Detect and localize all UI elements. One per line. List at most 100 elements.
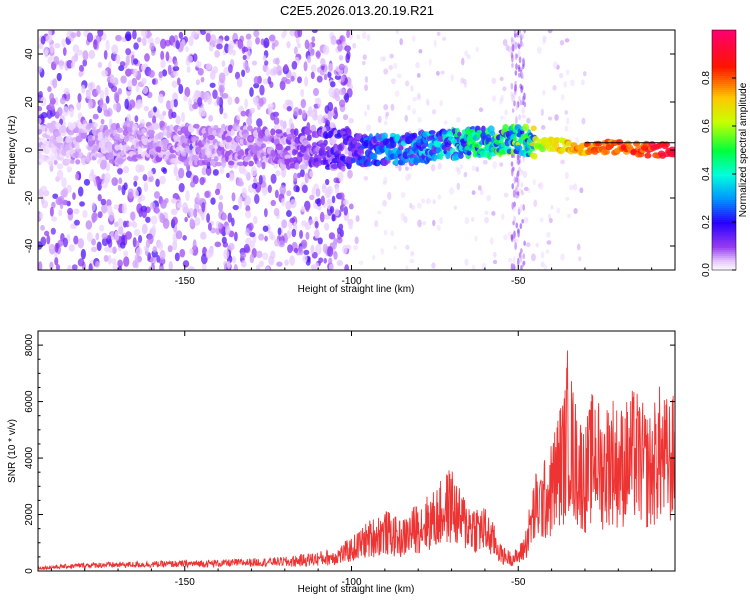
noise-blob xyxy=(382,180,387,185)
noise-blob xyxy=(117,88,123,95)
noise-blob xyxy=(236,114,241,121)
noise-blob xyxy=(573,207,578,215)
colorbar-tick-label: 0.4 xyxy=(701,167,712,181)
noise-blob xyxy=(411,35,416,42)
colorbar-step xyxy=(712,108,736,111)
noise-blob xyxy=(158,71,164,79)
ridge-blob xyxy=(48,160,54,166)
noise-blob xyxy=(331,195,336,204)
noise-blob xyxy=(284,259,289,266)
noise-blob xyxy=(178,83,184,95)
noise-blob xyxy=(246,39,253,50)
noise-blob xyxy=(526,117,531,124)
noise-blob xyxy=(437,162,442,170)
colorbar-step xyxy=(712,62,736,65)
noise-blob xyxy=(339,229,344,238)
noise-blob xyxy=(141,37,147,47)
noise-blob xyxy=(40,96,47,106)
noise-blob xyxy=(282,103,288,110)
noise-blob xyxy=(279,80,286,91)
noise-blob xyxy=(477,185,482,191)
noise-blob xyxy=(390,103,395,112)
noise-blob xyxy=(307,55,312,64)
noise-blob xyxy=(325,119,331,127)
interference-blob xyxy=(513,215,516,224)
colorbar-step xyxy=(712,180,736,183)
noise-blobs xyxy=(38,30,587,270)
ridge-blob xyxy=(248,160,254,167)
colorbar-frame xyxy=(711,29,737,271)
colorbar-step xyxy=(712,152,736,155)
ridge-blob xyxy=(270,149,276,157)
y-tick-label: 40 xyxy=(24,48,35,60)
noise-blob xyxy=(327,246,334,257)
noise-blob xyxy=(85,90,92,100)
noise-blob xyxy=(565,69,570,76)
noise-blob xyxy=(309,194,315,201)
colorbar-step xyxy=(712,262,736,265)
noise-blob xyxy=(188,35,194,47)
noise-blob xyxy=(521,107,526,115)
noise-blob xyxy=(141,223,148,235)
ridge-blob xyxy=(560,146,568,153)
interference-blob xyxy=(515,222,519,229)
y-tick-label: 0 xyxy=(24,568,35,574)
noise-blob xyxy=(380,248,385,255)
noise-blob xyxy=(293,107,300,117)
noise-blob xyxy=(279,185,287,195)
noise-blob xyxy=(486,194,491,202)
ridge-blob xyxy=(275,129,283,134)
noise-blob xyxy=(178,31,184,39)
noise-blob xyxy=(258,98,264,107)
noise-blob xyxy=(223,112,228,119)
noise-blob xyxy=(48,102,55,111)
interference-blob xyxy=(521,73,525,80)
noise-blob xyxy=(309,219,314,225)
noise-blob xyxy=(283,63,289,72)
noise-blob xyxy=(135,247,143,256)
noise-blob xyxy=(248,112,253,119)
ridge-blob xyxy=(228,160,235,166)
noise-blob xyxy=(103,246,111,253)
noise-blob xyxy=(314,229,320,239)
y-tick-label: 6000 xyxy=(24,390,35,413)
noise-blob xyxy=(49,261,54,270)
noise-blob xyxy=(552,85,557,91)
colorbar-step xyxy=(712,154,736,157)
noise-blob xyxy=(145,216,151,223)
noise-blob xyxy=(436,224,441,231)
snr-marks xyxy=(38,350,675,571)
interference-blob xyxy=(516,153,520,161)
interference-blob xyxy=(519,223,523,230)
noise-blob xyxy=(97,211,103,219)
interference-blob xyxy=(514,84,517,92)
noise-blob xyxy=(137,99,143,109)
colorbar-step xyxy=(712,222,736,225)
noise-blob xyxy=(204,190,210,198)
noise-blob xyxy=(162,110,167,116)
noise-blob xyxy=(151,224,157,236)
noise-blob xyxy=(123,182,128,191)
noise-blob xyxy=(383,176,388,184)
colorbar-step xyxy=(712,204,736,207)
colorbar-step xyxy=(712,268,736,271)
noise-blob xyxy=(119,61,126,67)
noise-blob xyxy=(184,216,188,223)
interference-blob xyxy=(519,254,523,263)
noise-blob xyxy=(342,114,349,121)
noise-blob xyxy=(78,64,84,73)
noise-blob xyxy=(159,175,166,185)
noise-blob xyxy=(151,50,156,56)
colorbar-step xyxy=(712,240,736,243)
noise-blob xyxy=(122,165,130,174)
noise-blob xyxy=(87,98,93,110)
colorbar-step xyxy=(712,248,736,251)
noise-blob xyxy=(484,210,489,216)
interference-blob xyxy=(518,72,521,78)
noise-blob xyxy=(346,30,350,39)
ridge-blob xyxy=(59,125,67,134)
noise-blob xyxy=(196,192,200,204)
noise-blob xyxy=(185,46,189,53)
ridge-blob xyxy=(193,123,200,129)
noise-blob xyxy=(141,77,147,85)
